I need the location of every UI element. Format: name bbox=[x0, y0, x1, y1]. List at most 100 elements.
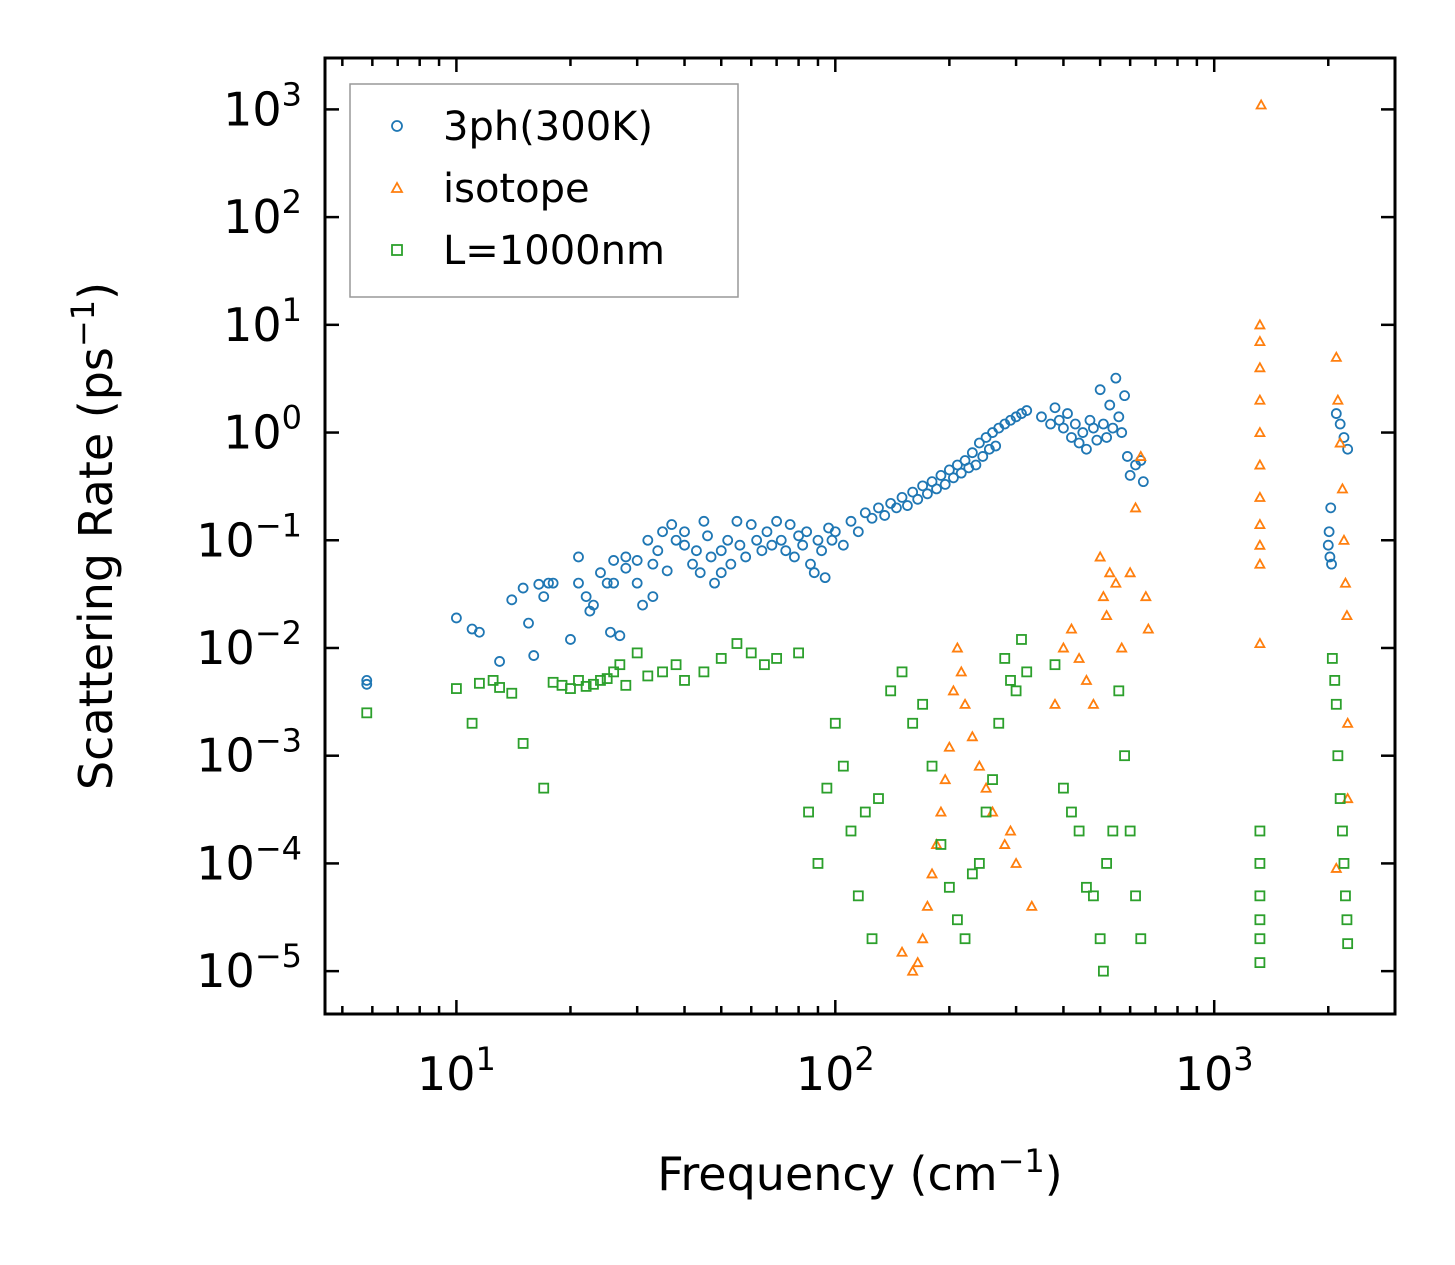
data-point bbox=[1338, 432, 1350, 443]
data-point bbox=[620, 562, 632, 574]
axis-ticks bbox=[325, 58, 1397, 1014]
data-point bbox=[1121, 451, 1133, 462]
data-point bbox=[1097, 590, 1110, 602]
data-point bbox=[543, 577, 554, 589]
data-point bbox=[1110, 372, 1122, 384]
data-point bbox=[361, 678, 373, 690]
data-point bbox=[990, 440, 1002, 452]
data-point bbox=[1065, 622, 1078, 634]
y-tick-labels: 10−5 10−4 10−3 10−2 10−1 100 101 102 103 bbox=[196, 75, 302, 998]
data-point bbox=[939, 773, 952, 785]
data-point bbox=[970, 459, 982, 471]
data-point bbox=[1330, 861, 1343, 873]
plot-frame bbox=[323, 56, 1397, 1016]
data-point bbox=[451, 612, 462, 624]
data-point bbox=[1341, 914, 1353, 926]
data-point bbox=[1254, 957, 1266, 969]
data-point bbox=[1088, 422, 1099, 434]
data-point bbox=[921, 899, 934, 911]
y-tick-label: 100 bbox=[223, 399, 302, 460]
legend-item: L=1000nm bbox=[391, 228, 665, 274]
data-point bbox=[1254, 933, 1266, 945]
data-point bbox=[1324, 551, 1336, 563]
data-point bbox=[1066, 806, 1077, 818]
data-point bbox=[652, 545, 664, 557]
data-point bbox=[573, 577, 584, 589]
legend-marker-icon bbox=[390, 181, 404, 193]
data-point bbox=[1253, 426, 1266, 438]
data-point bbox=[1049, 402, 1061, 414]
data-point bbox=[917, 698, 929, 710]
data-point bbox=[801, 526, 813, 538]
data-point bbox=[1342, 443, 1354, 455]
data-point bbox=[1091, 434, 1103, 446]
data-point bbox=[523, 617, 534, 629]
data-point bbox=[1340, 890, 1351, 902]
data-point bbox=[631, 647, 643, 659]
data-point bbox=[906, 964, 919, 976]
series-0 bbox=[361, 372, 1354, 690]
data-point bbox=[1113, 411, 1125, 423]
data-point bbox=[725, 558, 737, 570]
data-point bbox=[1073, 825, 1085, 837]
data-point bbox=[647, 591, 659, 602]
data-point bbox=[907, 717, 919, 729]
data-point bbox=[608, 666, 620, 678]
data-point bbox=[987, 774, 998, 785]
data-point bbox=[1010, 411, 1022, 423]
data-point bbox=[694, 567, 706, 579]
data-point bbox=[966, 447, 978, 459]
data-point bbox=[1124, 470, 1136, 481]
data-point bbox=[1080, 674, 1093, 685]
data-point bbox=[1066, 432, 1077, 443]
data-point bbox=[829, 717, 841, 729]
data-point bbox=[494, 682, 505, 693]
data-point bbox=[829, 526, 841, 538]
data-point bbox=[1339, 576, 1352, 588]
data-point bbox=[614, 659, 626, 671]
x-tick-label: 101 bbox=[417, 1040, 496, 1101]
y-tick-label: 10−4 bbox=[196, 829, 302, 890]
data-point bbox=[955, 467, 967, 479]
legend-item: 3ph(300K) bbox=[391, 104, 653, 150]
data-point bbox=[948, 472, 959, 484]
data-point bbox=[911, 956, 924, 968]
data-point bbox=[466, 717, 478, 729]
data-point bbox=[819, 572, 831, 584]
data-point bbox=[1124, 566, 1137, 578]
data-point bbox=[977, 451, 989, 462]
data-point bbox=[1326, 558, 1337, 570]
data-point bbox=[1254, 890, 1266, 902]
data-point bbox=[1253, 491, 1266, 502]
data-point bbox=[1336, 482, 1349, 494]
data-point bbox=[573, 675, 584, 686]
data-point bbox=[614, 630, 626, 642]
data-point bbox=[661, 565, 673, 577]
data-point bbox=[943, 740, 956, 752]
data-point bbox=[595, 675, 606, 686]
data-point bbox=[715, 545, 727, 557]
data-point bbox=[1341, 716, 1354, 728]
data-point bbox=[859, 806, 871, 818]
data-point bbox=[595, 567, 606, 579]
data-point bbox=[902, 500, 913, 511]
data-point bbox=[980, 806, 992, 818]
data-point bbox=[1253, 557, 1266, 569]
data-point bbox=[1005, 414, 1016, 426]
series-1 bbox=[896, 98, 1354, 976]
data-point bbox=[896, 666, 908, 678]
data-point bbox=[642, 534, 654, 546]
data-point bbox=[1107, 422, 1119, 434]
data-point bbox=[573, 551, 584, 563]
data-point bbox=[1119, 750, 1130, 762]
legend-item: isotope bbox=[390, 166, 590, 212]
data-point bbox=[951, 914, 963, 926]
data-point bbox=[845, 515, 857, 527]
data-point bbox=[1130, 890, 1141, 902]
data-point bbox=[1021, 405, 1033, 416]
data-point bbox=[797, 539, 809, 551]
data-point bbox=[959, 697, 972, 709]
data-point bbox=[1129, 501, 1142, 513]
data-point bbox=[702, 530, 713, 542]
